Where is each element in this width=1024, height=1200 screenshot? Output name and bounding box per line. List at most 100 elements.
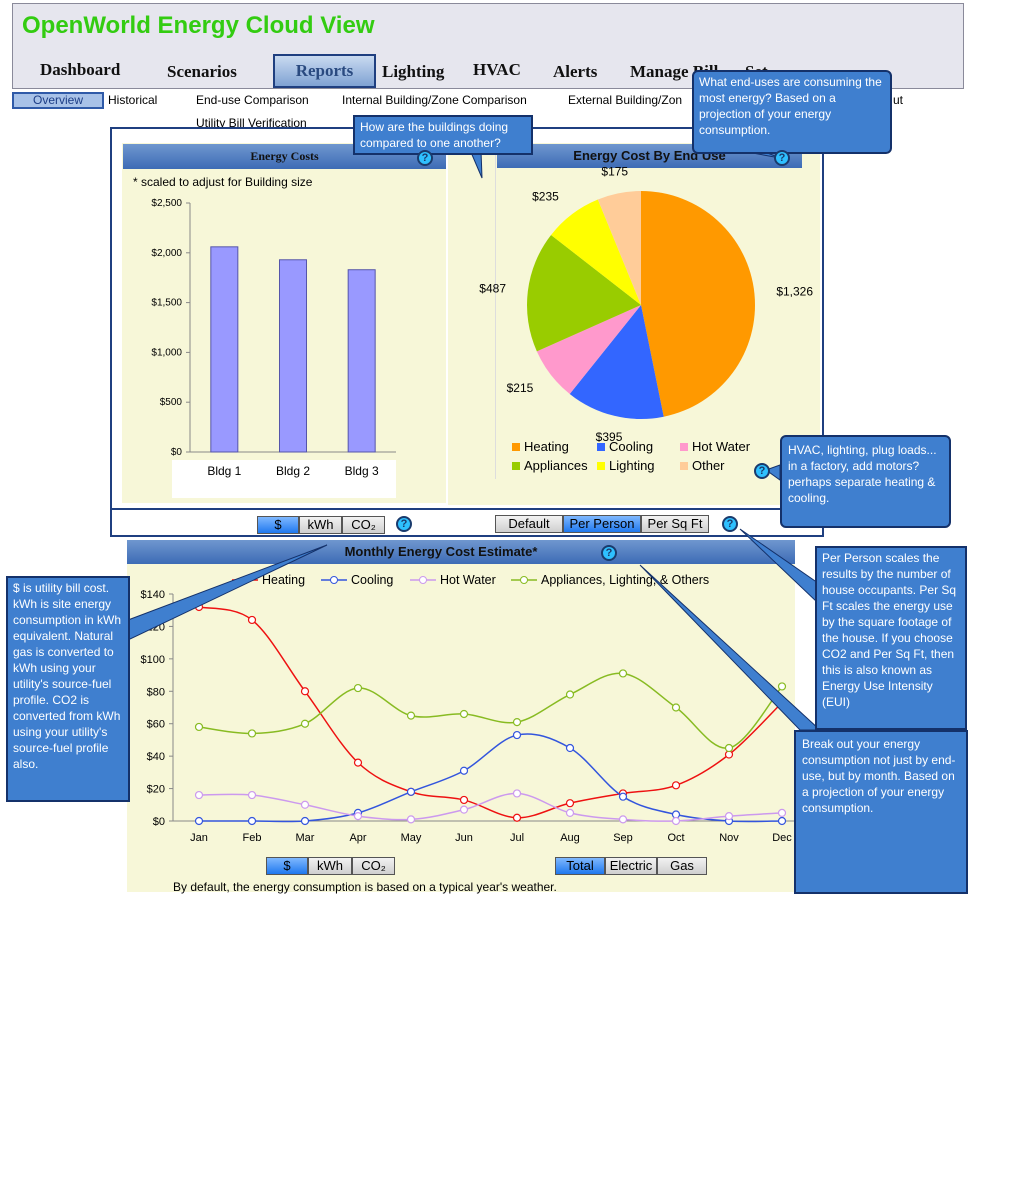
x-tick-label: Bldg 1 <box>207 464 241 478</box>
app-title: OpenWorld Energy Cloud View <box>22 12 375 39</box>
monthly-unit-kwh-toggle[interactable]: kWh <box>308 857 352 875</box>
fuel-gas-toggle[interactable]: Gas <box>657 857 707 875</box>
data-point <box>618 815 628 824</box>
data-point <box>724 743 734 753</box>
help-icon[interactable]: ? <box>722 516 738 532</box>
x-tick-label: May <box>401 832 422 844</box>
callout-breakout: Break out your energy consumption not ju… <box>794 730 968 894</box>
scale-default-toggle[interactable]: Default <box>495 515 563 533</box>
y-tick-label: $40 <box>147 751 165 763</box>
subnav-about[interactable]: ut <box>893 93 904 107</box>
legend-label: Hot Water <box>692 439 751 454</box>
nav-lighting[interactable]: Lighting <box>382 62 445 81</box>
x-tick-label: Jul <box>510 832 524 844</box>
scale-per-person-toggle[interactable]: Per Person <box>563 515 641 533</box>
x-tick-label: Aug <box>560 832 580 844</box>
data-point <box>300 719 310 728</box>
y-tick-label: $20 <box>147 784 165 796</box>
help-icon[interactable]: ? <box>754 463 770 479</box>
y-tick-label: $0 <box>171 447 183 458</box>
data-point <box>247 790 257 800</box>
subnav-historical[interactable]: Historical <box>108 93 158 107</box>
data-point <box>512 789 522 798</box>
y-tick-label: $2,000 <box>151 248 182 259</box>
pie-slice-other <box>597 191 641 305</box>
x-tick-label: Jan <box>190 832 208 844</box>
callout-end-uses: What end-uses are consuming the most ene… <box>692 70 892 154</box>
legend-swatch <box>512 462 520 470</box>
pie-slice-lighting <box>551 199 641 305</box>
subnav-overview[interactable]: Overview <box>12 92 104 109</box>
data-point <box>300 816 310 826</box>
legend-label: Heating <box>262 573 305 587</box>
fuel-electric-toggle[interactable]: Electric <box>605 857 657 875</box>
data-point <box>194 722 204 732</box>
legend-label: Lighting <box>609 458 655 473</box>
nav-scenarios[interactable]: Scenarios <box>167 62 237 81</box>
pie-slice-hot-water <box>536 305 641 394</box>
subnav-utility-bill[interactable]: Utility Bill Verification <box>196 116 307 130</box>
pie-data-label: $395 <box>596 430 623 444</box>
data-point <box>300 687 310 696</box>
pie-slice-heating <box>641 191 755 417</box>
data-point <box>247 729 257 738</box>
legend-marker <box>419 576 427 584</box>
series-line-hot-water <box>198 792 783 822</box>
nav-reports[interactable]: Reports <box>273 54 376 88</box>
data-point <box>618 669 628 678</box>
data-point <box>406 711 416 720</box>
help-icon[interactable]: ? <box>396 516 412 532</box>
scale-per-sq-ft-toggle[interactable]: Per Sq Ft <box>641 515 709 533</box>
help-icon[interactable]: ? <box>417 150 433 166</box>
data-point <box>565 808 575 817</box>
data-point <box>777 808 787 817</box>
x-tick-label: Sep <box>613 832 633 844</box>
help-icon[interactable]: ? <box>774 150 790 166</box>
unit-kwh-toggle[interactable]: kWh <box>299 516 342 534</box>
y-tick-label: $1,500 <box>151 298 182 309</box>
data-point <box>459 795 469 805</box>
data-point <box>565 690 575 699</box>
data-point <box>194 816 204 826</box>
y-tick-label: $0 <box>153 816 165 828</box>
data-point <box>353 758 363 767</box>
subnav-internal-comparison[interactable]: Internal Building/Zone Comparison <box>342 93 527 107</box>
bar-bldg-3 <box>347 269 376 453</box>
data-point <box>512 730 522 740</box>
x-tick-label: Jun <box>455 832 473 844</box>
panel-divider <box>495 143 496 479</box>
pie-data-label: $235 <box>532 190 559 204</box>
data-point <box>671 816 681 826</box>
energy-costs-note: * scaled to adjust for Building size <box>133 175 313 189</box>
unit-dollar-toggle[interactable]: $ <box>257 516 299 534</box>
data-point <box>777 816 787 826</box>
y-tick-label: $80 <box>147 686 165 698</box>
nav-dashboard[interactable]: Dashboard <box>40 60 121 79</box>
unit-co2-toggle[interactable]: CO₂ <box>342 516 385 534</box>
nav-alerts[interactable]: Alerts <box>553 62 598 81</box>
fuel-total-toggle[interactable]: Total <box>555 857 605 875</box>
legend-label: Appliances <box>524 458 588 473</box>
legend-label: Other <box>692 458 725 473</box>
monthly-unit-co2-toggle[interactable]: CO₂ <box>352 857 395 875</box>
nav-hvac[interactable]: HVAC <box>473 60 521 79</box>
callout-buildings: How are the buildings doing compared to … <box>353 115 533 155</box>
subnav-end-use-comparison[interactable]: End-use Comparison <box>196 93 309 107</box>
legend-swatch <box>597 462 605 470</box>
data-point <box>300 800 310 809</box>
x-tick-label: Oct <box>667 832 684 844</box>
x-tick-label: Bldg 2 <box>276 464 310 478</box>
y-tick-label: $2,500 <box>151 198 182 209</box>
monthly-unit-dollar-toggle[interactable]: $ <box>266 857 308 875</box>
series-line-heating <box>198 606 783 819</box>
data-point <box>512 717 522 727</box>
x-tick-label: Bldg 3 <box>345 464 379 478</box>
help-icon[interactable]: ? <box>601 545 617 561</box>
data-point <box>406 815 416 824</box>
data-point <box>459 766 469 775</box>
subnav-external-comparison[interactable]: External Building/Zon <box>568 93 683 107</box>
y-tick-label: $60 <box>147 719 165 731</box>
data-point <box>671 781 681 790</box>
pie-slice-appliances <box>527 234 641 352</box>
pie-data-label: $215 <box>507 381 534 395</box>
